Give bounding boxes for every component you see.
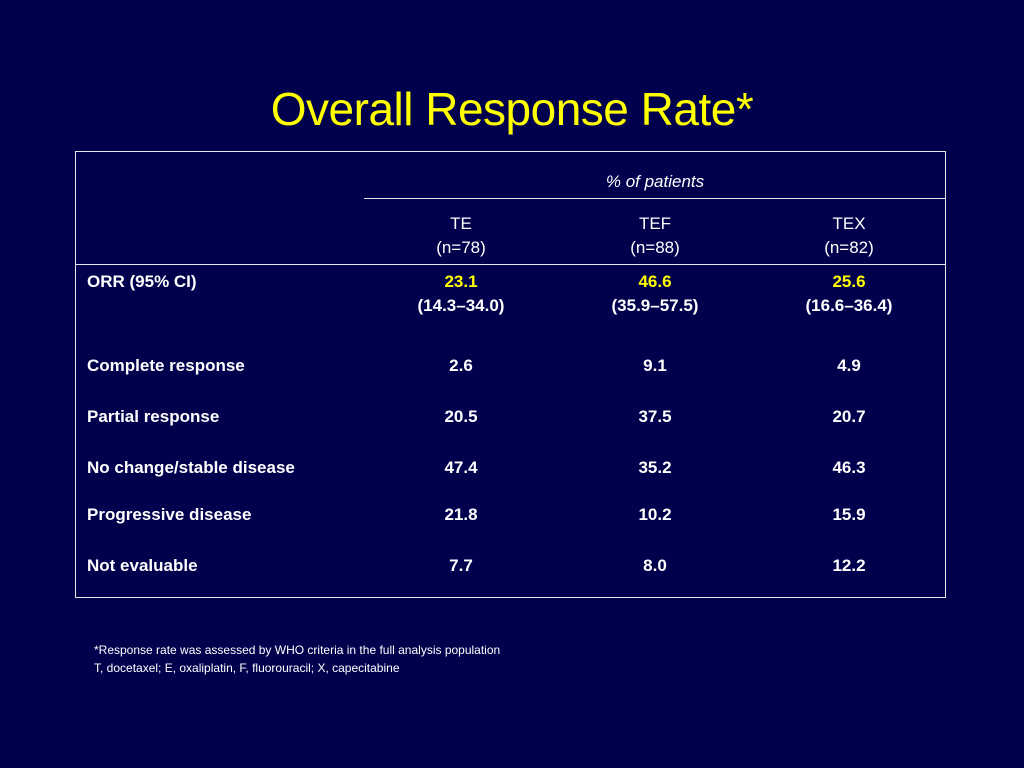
orr-cell-tex: 25.6 (16.6–36.4) (752, 270, 946, 318)
table-cell: 4.9 (837, 356, 861, 375)
table-cell: 8.0 (643, 556, 667, 575)
orr-value: 25.6 (832, 272, 866, 291)
orr-ci: (35.9–57.5) (611, 296, 699, 315)
row-label-progressive-disease: Progressive disease (87, 505, 252, 524)
col-name: TE (450, 214, 472, 233)
table-cell: 46.3 (832, 458, 866, 477)
orr-value: 23.1 (444, 272, 478, 291)
table-cell: 35.2 (638, 458, 672, 477)
col-n: (n=82) (824, 238, 874, 257)
row-label-partial-response: Partial response (87, 407, 220, 426)
row-label-orr: ORR (95% CI) (87, 272, 197, 291)
header-rule (76, 264, 946, 265)
table-cell: 7.7 (449, 556, 473, 575)
table-cell: 9.1 (643, 356, 667, 375)
table-cell: 2.6 (449, 356, 473, 375)
table-cell: 21.8 (444, 505, 478, 524)
slide-title: Overall Response Rate* (270, 83, 754, 135)
col-name: TEF (638, 214, 672, 233)
group-header: % of patients (605, 172, 705, 191)
orr-ci: (14.3–34.0) (417, 296, 505, 315)
orr-cell-tef: 46.6 (35.9–57.5) (558, 270, 752, 318)
orr-cell-te: 23.1 (14.3–34.0) (364, 270, 558, 318)
col-name: TEX (832, 214, 866, 233)
orr-value: 46.6 (638, 272, 672, 291)
table-cell: 15.9 (832, 505, 866, 524)
response-rate-table: % of patients TE (n=78) TEF (n=88) TEX (… (75, 151, 946, 598)
col-header-tex: TEX (n=82) (752, 212, 946, 260)
footnote-abbreviations: T, docetaxel; E, oxaliplatin, F, fluorou… (94, 661, 400, 675)
footnote-criteria: *Response rate was assessed by WHO crite… (94, 643, 501, 657)
col-n: (n=88) (630, 238, 680, 257)
row-label-complete-response: Complete response (87, 356, 245, 375)
col-header-tef: TEF (n=88) (558, 212, 752, 260)
table-cell: 12.2 (832, 556, 866, 575)
table-cell: 20.5 (444, 407, 478, 426)
col-n: (n=78) (436, 238, 486, 257)
group-header-rule (364, 198, 946, 199)
col-header-te: TE (n=78) (364, 212, 558, 260)
table-cell: 20.7 (832, 407, 866, 426)
table-cell: 37.5 (638, 407, 672, 426)
table-cell: 47.4 (444, 458, 478, 477)
row-label-stable-disease: No change/stable disease (87, 458, 295, 477)
row-label-not-evaluable: Not evaluable (87, 556, 198, 575)
orr-ci: (16.6–36.4) (805, 296, 893, 315)
table-cell: 10.2 (638, 505, 672, 524)
